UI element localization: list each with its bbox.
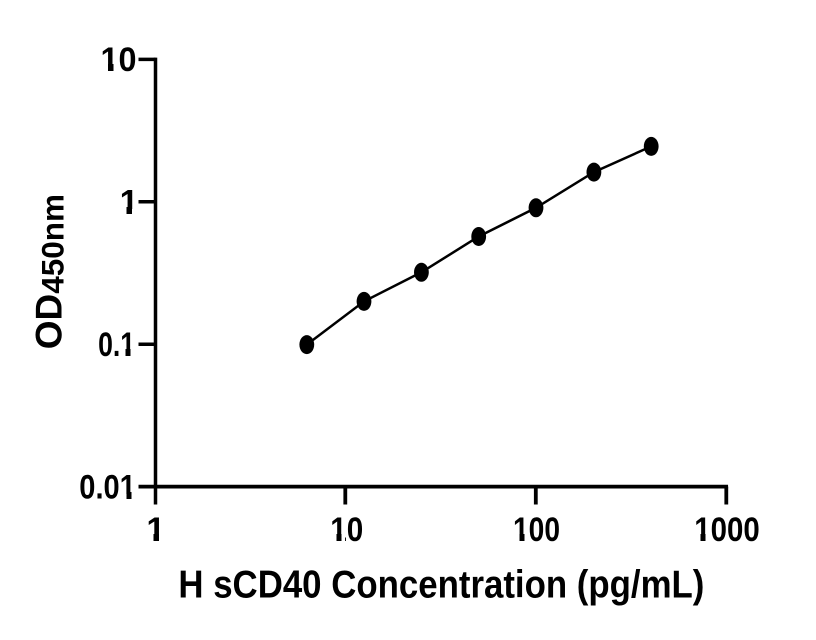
svg-text:10: 10 xyxy=(101,41,137,79)
svg-text:H sCD40 Concentration (pg/mL): H sCD40 Concentration (pg/mL) xyxy=(178,564,704,607)
svg-text:1: 1 xyxy=(146,511,165,549)
svg-text:0.01: 0.01 xyxy=(79,469,136,507)
svg-text:OD450nm: OD450nm xyxy=(29,194,71,349)
svg-text:0.1: 0.1 xyxy=(98,326,135,364)
svg-text:100: 100 xyxy=(513,511,560,549)
svg-text:10: 10 xyxy=(330,511,363,549)
svg-text:1000: 1000 xyxy=(694,511,760,549)
svg-text:1: 1 xyxy=(120,184,139,222)
